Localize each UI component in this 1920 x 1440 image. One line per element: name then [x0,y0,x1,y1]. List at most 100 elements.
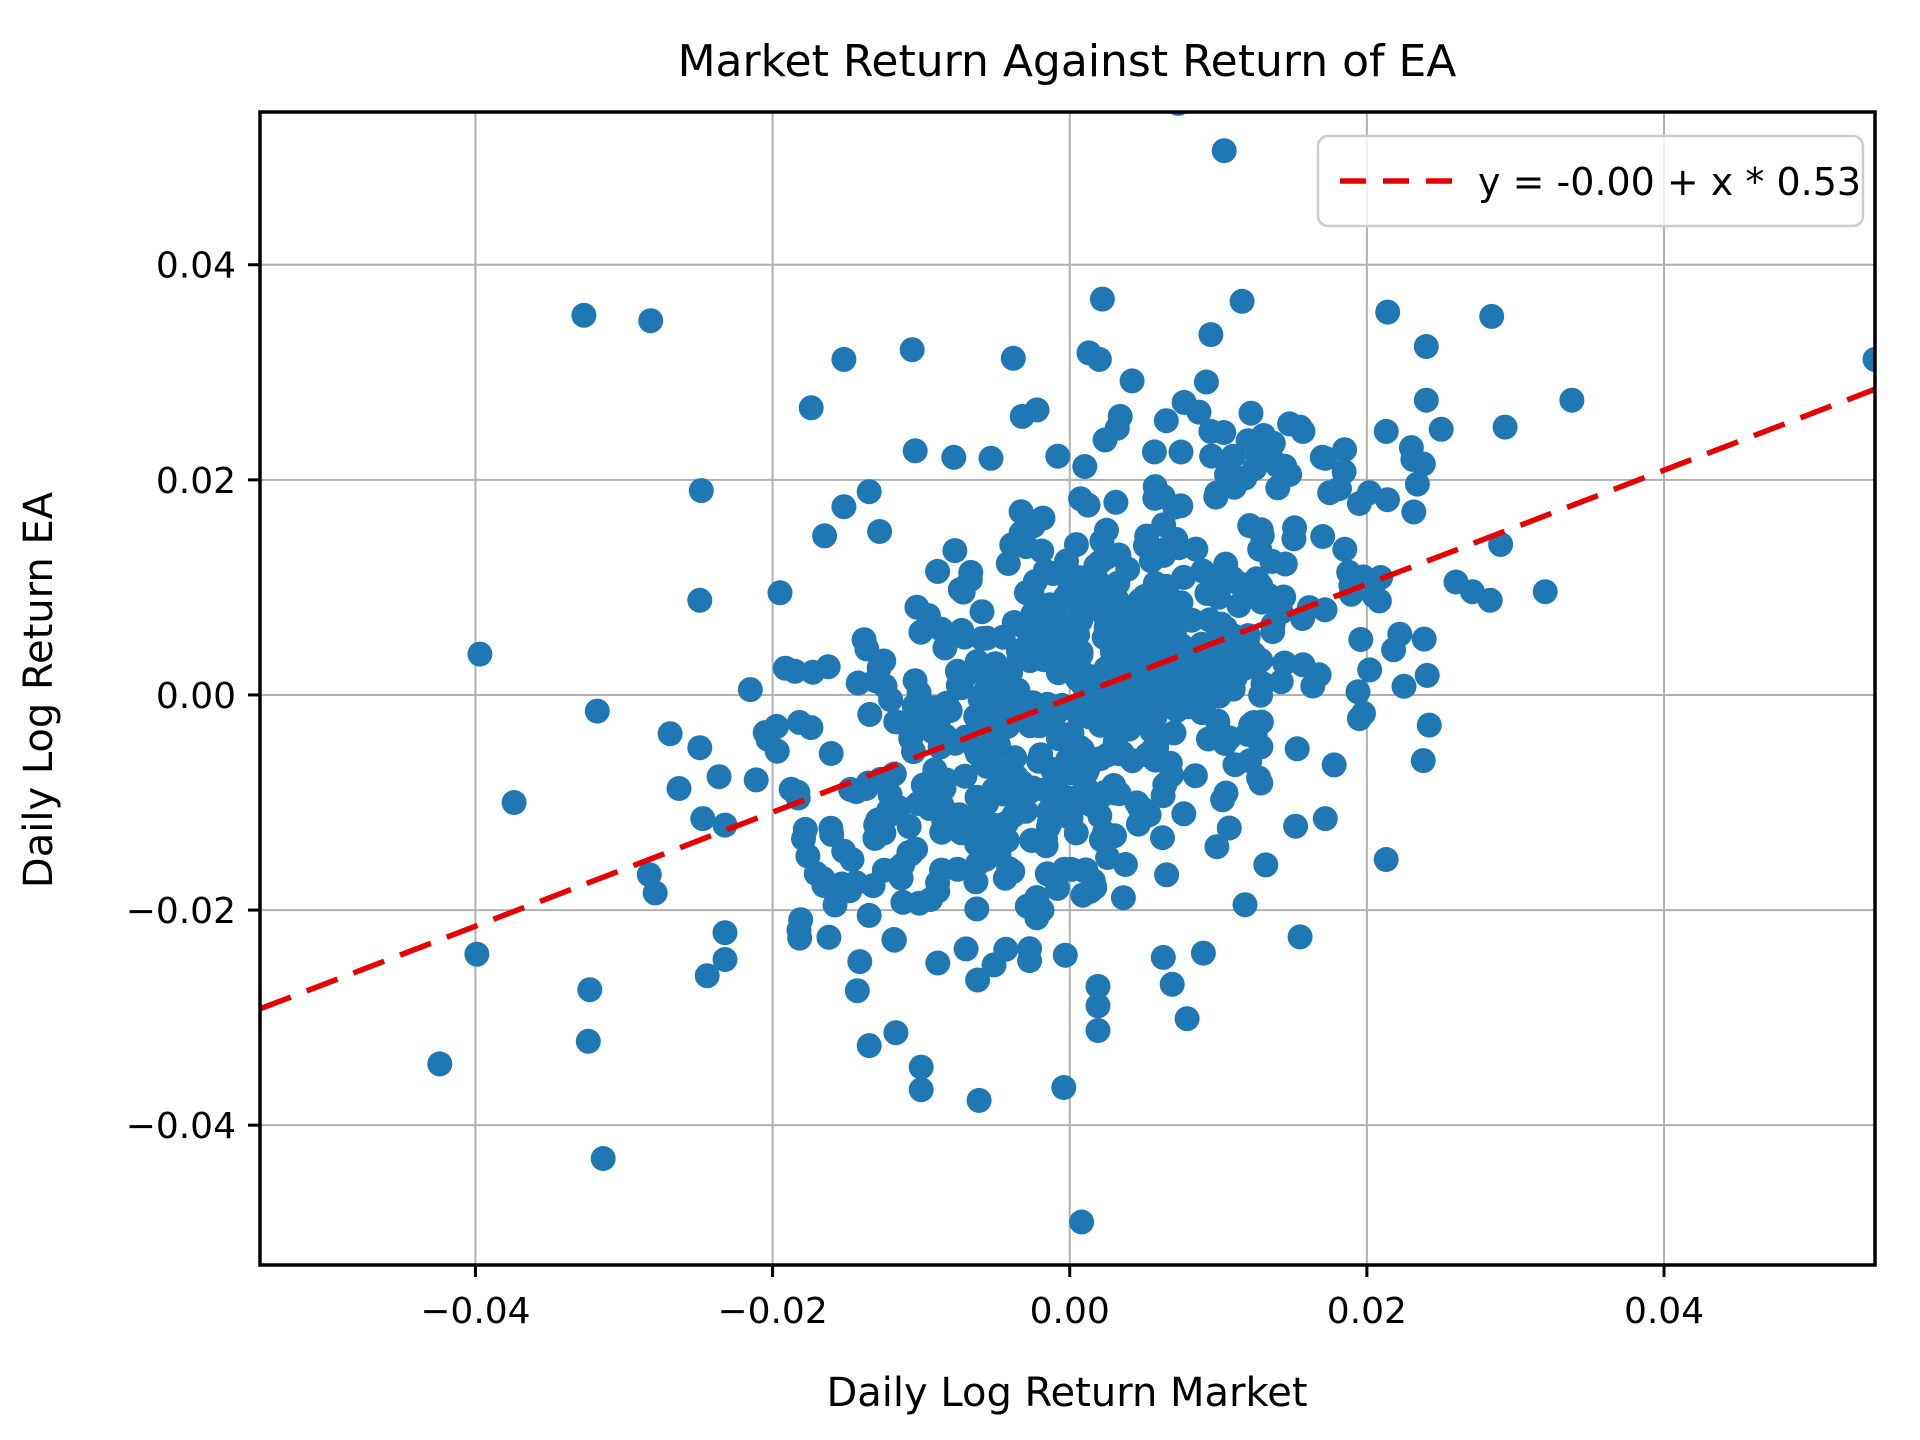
scatter-point [890,889,916,915]
scatter-point [1312,806,1338,832]
scatter-point [1168,493,1194,519]
legend-label: y = -0.00 + x * 0.53 [1478,160,1861,204]
scatter-point [1321,752,1347,778]
scatter-point [778,776,804,802]
scatter-point [1248,682,1274,708]
scatter-point [1272,453,1298,479]
scatter-point [571,302,597,328]
scatter-point [1532,579,1558,605]
scatter-point [1040,800,1066,825]
scatter-point [1199,443,1225,469]
scatter-point [1085,993,1111,1019]
scatter-point [1104,587,1130,613]
scatter-point [743,767,769,793]
scatter-point [1277,411,1303,437]
scatter-point [1211,138,1237,164]
scatter-point [1404,471,1430,497]
scatter-point [925,558,951,584]
legend-frame [1316,134,1865,228]
scatter-point [966,1087,992,1113]
scatter-point [1020,615,1046,641]
scatter-point [1074,759,1100,785]
scatter-point [1032,558,1058,584]
scatter-point [904,594,930,620]
scatter-point [1242,455,1268,481]
scatter-point [1132,584,1158,609]
scatter-point [1216,725,1242,751]
scatter-point [1088,827,1114,853]
scatter-point [1199,678,1225,704]
scatter-point [1413,387,1439,413]
y-tick-label: 0.02 [156,461,236,502]
scatter-point [1030,505,1056,531]
scatter-point [787,925,813,951]
scatter-point [1125,811,1151,837]
scatter-point [666,776,692,801]
scatter-point [1391,673,1417,699]
scatter-point [991,827,1017,853]
axis-ticks: −0.04 −0.02 0.00 0.02 0.04 −0.04 −0.02 0.00 0.02… [126,246,1704,1332]
scatter-point [1154,862,1180,888]
scatter-point [1029,538,1055,564]
scatter-point [1070,882,1096,908]
scatter-point [838,776,863,802]
scatter-point [1086,702,1112,727]
scatter-point [1067,734,1093,760]
scatter-point [1000,345,1026,371]
scatter-point [798,395,824,421]
scatter-point [947,577,973,602]
scatter-point [772,655,798,681]
scatter-point [657,721,683,747]
scatter-point [1248,734,1274,760]
scatter-point [688,478,714,504]
scatter-point [1312,597,1338,623]
scatter-point [1072,454,1098,479]
scatter-point [1168,680,1194,705]
scatter-point [965,851,991,877]
scatter-point [965,801,991,827]
scatter-point [944,658,970,684]
scatter-point [1559,387,1585,413]
scatter-point [1159,971,1185,997]
scatter-point [883,1020,909,1046]
scatter-point [1265,475,1291,501]
scatter-point [845,670,871,696]
scatter-point [1309,444,1335,470]
scatter-point [1051,1075,1077,1100]
y-axis-label: Daily Log Return EA [16,491,62,888]
scatter-point [1168,439,1194,465]
scatter-point [1150,825,1175,851]
scatter-point [1204,480,1230,506]
scatter-point [1174,1006,1200,1032]
regression-line [260,386,1875,1012]
scatter-point [1327,476,1352,502]
scatter-point [871,648,897,674]
scatter-point [857,701,883,727]
scatter-point [964,896,990,922]
scatter-point [1000,772,1026,798]
scatter-point [1414,662,1440,688]
axes-spines [258,110,1877,1267]
scatter-point [1206,584,1232,610]
scatter-point [969,599,995,625]
scatter-point [1153,408,1179,434]
scatter-point [1351,700,1376,726]
scatter-point [1034,861,1060,887]
scatter-point [844,978,870,1004]
scatter-point [1238,400,1264,426]
scatter-point [687,735,713,761]
scatter-point [1195,726,1221,752]
scatter-point [1017,648,1043,674]
scatter-point [1345,679,1371,705]
scatter-point [1310,524,1336,549]
scatter-point [908,1054,934,1080]
x-axis-label: Daily Log Return Market [826,1370,1307,1416]
x-tick-label: 0.00 [1030,1291,1110,1332]
scatter-point [812,523,838,549]
scatter-point [1248,573,1274,599]
scatter-point [1214,462,1239,488]
plot-border [258,110,1877,1267]
scatter-point [1248,770,1274,796]
scatter-point [883,709,909,735]
scatter-point [1171,801,1197,827]
